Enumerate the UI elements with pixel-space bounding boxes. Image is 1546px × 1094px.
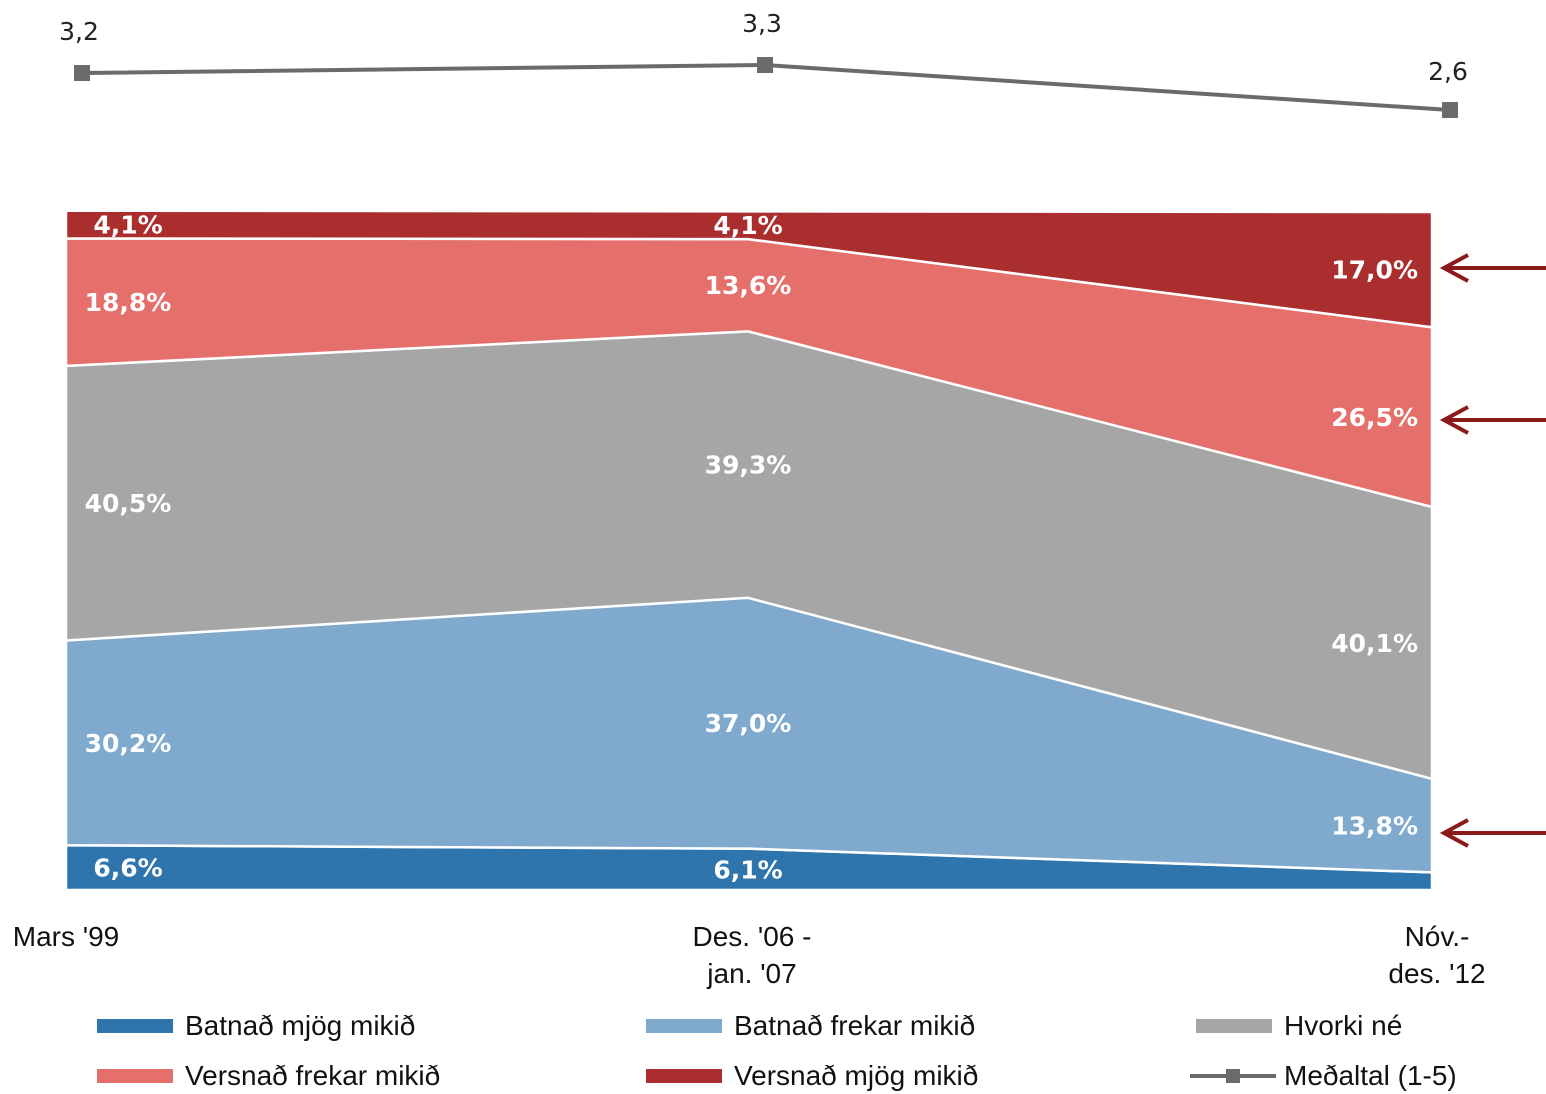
x-tick-line: Mars '99 <box>13 921 120 952</box>
area-value-label: 4,1% <box>713 211 782 240</box>
x-tick-label: Mars '99 <box>13 921 120 952</box>
area-label-layer: 6,6% 6,1% 30,2% 37,0% 13,8% 40,5% 39,3% 40,1% 18… <box>85 211 1418 885</box>
x-tick-label: Nóv.- des. '12 <box>1388 921 1485 989</box>
mean-value-label: 3,2 <box>59 17 99 46</box>
annotation-arrow-head <box>1439 818 1469 848</box>
x-tick-line: Nóv.- <box>1405 921 1470 952</box>
area-value-label: 6,1% <box>713 855 782 884</box>
area-value-label: 13,8% <box>1331 812 1418 841</box>
area-value-label: 39,3% <box>705 451 792 480</box>
area-value-label: 13,6% <box>705 271 792 300</box>
mean-marker <box>74 65 90 81</box>
area-value-label: 4,1% <box>93 211 162 240</box>
area-value-label: 40,5% <box>85 489 172 518</box>
x-axis-ticks: Mars '99 Des. '06 - jan. '07 Nóv.- des. '12 <box>13 921 1486 989</box>
mean-value-label: 3,3 <box>742 9 782 38</box>
area-value-label: 18,8% <box>85 288 172 317</box>
annotation-arrow-head <box>1439 253 1469 283</box>
area-value-label: 26,5% <box>1331 403 1418 432</box>
area-value-label: 17,0% <box>1331 256 1418 285</box>
mean-value-label: 2,6 <box>1428 57 1468 86</box>
mean-line-layer: 3,2 3,3 2,6 <box>59 9 1468 118</box>
area-value-label: 30,2% <box>85 729 172 758</box>
x-tick-line: Des. '06 - <box>693 921 812 952</box>
mean-marker <box>757 57 773 73</box>
x-tick-label: Des. '06 - jan. '07 <box>693 921 812 989</box>
area-value-label: 40,1% <box>1331 629 1418 658</box>
area-value-label: 6,6% <box>93 854 162 883</box>
area-versna-mj-g-miki- <box>64 209 1434 329</box>
x-tick-line: jan. '07 <box>706 958 796 989</box>
area-value-label: 37,0% <box>705 709 792 738</box>
mean-marker <box>1442 102 1458 118</box>
area-layer <box>64 209 1434 892</box>
annotation-arrow-head <box>1439 405 1469 435</box>
annotation-arrows <box>1439 253 1546 848</box>
x-tick-line: des. '12 <box>1388 958 1485 989</box>
